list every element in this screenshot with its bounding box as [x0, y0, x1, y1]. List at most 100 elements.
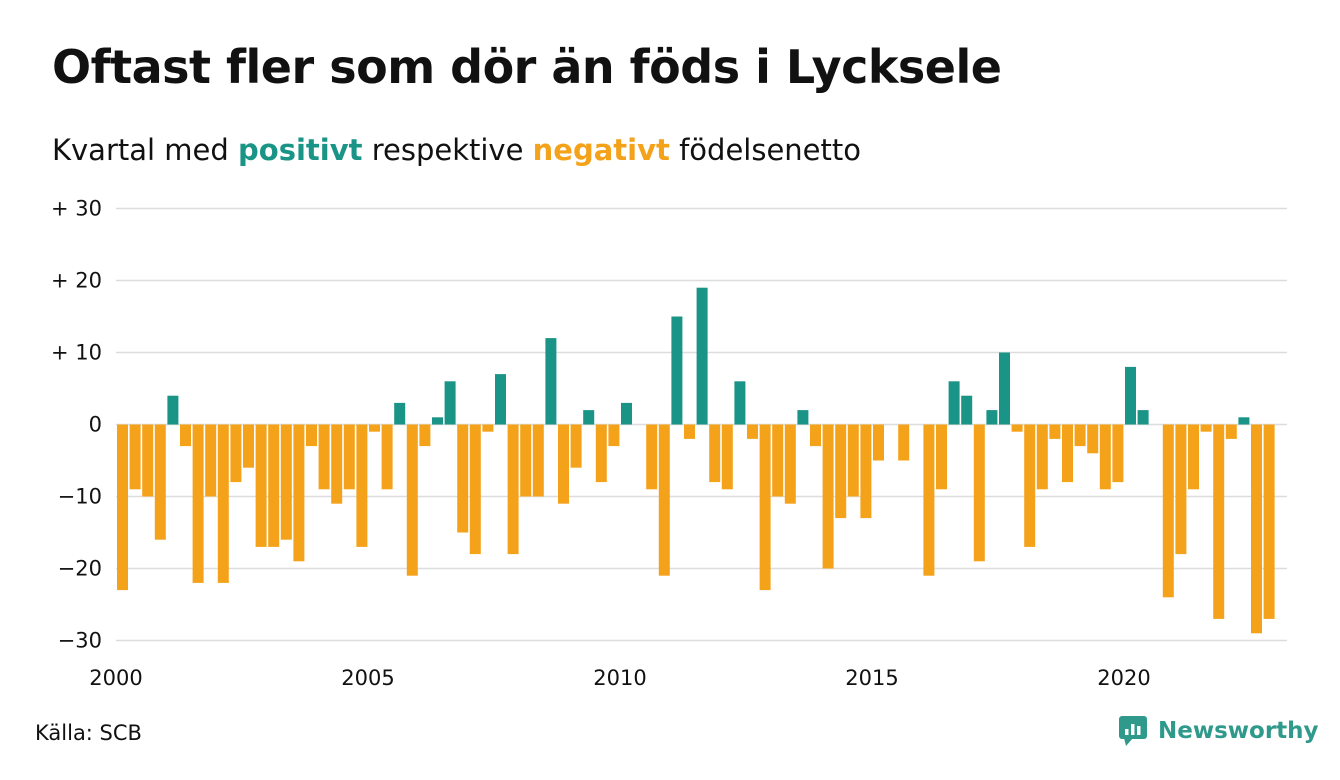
bar	[973, 424, 985, 562]
subtitle-prefix: Kvartal med	[52, 133, 239, 167]
bar	[721, 424, 733, 490]
bar	[268, 424, 280, 547]
bar	[318, 424, 330, 490]
bar	[482, 424, 494, 432]
subtitle-negative: negativt	[532, 133, 670, 167]
bar	[847, 424, 859, 497]
bar	[1263, 424, 1275, 619]
bar	[873, 424, 884, 461]
subtitle-middle: respektive	[362, 133, 533, 167]
y-tick-label: −10	[58, 485, 102, 509]
bar	[570, 424, 582, 468]
bar	[180, 424, 191, 447]
x-tick-label: 2005	[341, 666, 394, 690]
bar	[495, 374, 506, 425]
bar	[1049, 424, 1061, 439]
bar	[948, 381, 960, 425]
newsworthy-logo: Newsworthy	[1118, 714, 1319, 748]
source-note: Källa: SCB	[35, 721, 142, 745]
bar	[394, 402, 406, 425]
bar	[986, 410, 998, 425]
bar	[1062, 424, 1073, 483]
chart-subtitle: Kvartal med positivt respektive negativt…	[52, 133, 861, 167]
newsworthy-logo-icon	[1119, 716, 1147, 746]
bar	[671, 316, 683, 425]
bar	[734, 381, 746, 425]
bar	[646, 424, 658, 490]
newsworthy-logo-text: Newsworthy	[1158, 718, 1319, 744]
bar	[306, 424, 317, 447]
bar	[784, 424, 796, 504]
bar	[1251, 424, 1262, 634]
bar	[709, 424, 721, 483]
bar	[797, 410, 809, 425]
bar	[999, 352, 1010, 425]
subtitle-suffix: födelsenetto	[669, 133, 861, 167]
y-tick-label: −30	[58, 629, 102, 653]
bar	[558, 424, 569, 504]
bar	[142, 424, 154, 497]
y-tick-label: + 30	[51, 197, 102, 221]
bar	[293, 424, 305, 562]
bar	[1162, 424, 1174, 598]
bar	[1074, 424, 1086, 447]
bar	[747, 424, 758, 439]
bar	[1011, 424, 1023, 432]
chart-title: Oftast fler som dör än föds i Lycksele	[52, 40, 1002, 94]
bar	[406, 424, 418, 576]
bar	[444, 381, 456, 425]
bar	[255, 424, 267, 547]
bar	[167, 395, 179, 425]
y-axis-ticks: + 30 + 20 + 10 0 −10 −20 −30	[51, 197, 102, 653]
subtitle-positive: positivt	[238, 133, 363, 167]
bar	[759, 424, 771, 591]
bar	[356, 424, 368, 547]
bar	[1112, 424, 1124, 483]
bar	[1125, 366, 1136, 425]
bar	[280, 424, 292, 540]
bar	[532, 424, 544, 497]
bar	[822, 424, 834, 569]
y-tick-label: 0	[89, 413, 102, 437]
bar	[507, 424, 519, 555]
y-tick-label: + 10	[51, 341, 102, 365]
bar	[1024, 424, 1036, 547]
bar	[1225, 424, 1237, 439]
bar	[230, 424, 242, 483]
bars	[117, 287, 1275, 634]
x-tick-label: 2010	[593, 666, 646, 690]
bar	[684, 424, 695, 439]
bar	[1200, 424, 1212, 432]
bar	[331, 424, 343, 504]
bar	[1087, 424, 1099, 454]
y-tick-label: + 20	[51, 269, 102, 293]
bar	[381, 424, 393, 490]
bar	[923, 424, 935, 576]
bar	[117, 424, 128, 591]
bar	[545, 338, 557, 425]
bar	[129, 424, 141, 490]
bar	[1213, 424, 1225, 619]
bar	[961, 395, 973, 425]
bar	[696, 287, 708, 425]
bar	[520, 424, 532, 497]
bar	[432, 417, 443, 425]
bar	[457, 424, 469, 533]
bar-chart: + 30+ 20+ 100−10−20−30 2000 2005 2010 2015 2…	[51, 197, 1287, 690]
bar	[154, 424, 166, 540]
x-axis-ticks: 2000 2005 2010 2015 2020	[89, 666, 1150, 690]
bar	[419, 424, 431, 447]
bar	[192, 424, 204, 583]
bar	[583, 410, 595, 425]
bar	[898, 424, 910, 461]
y-tick-label: −20	[58, 557, 102, 581]
x-tick-label: 2015	[845, 666, 898, 690]
bar	[243, 424, 254, 468]
bar	[217, 424, 229, 583]
bar	[343, 424, 355, 490]
bar	[658, 424, 670, 576]
bar	[608, 424, 620, 447]
bar	[595, 424, 607, 483]
x-tick-label: 2020	[1097, 666, 1150, 690]
bar	[810, 424, 821, 447]
